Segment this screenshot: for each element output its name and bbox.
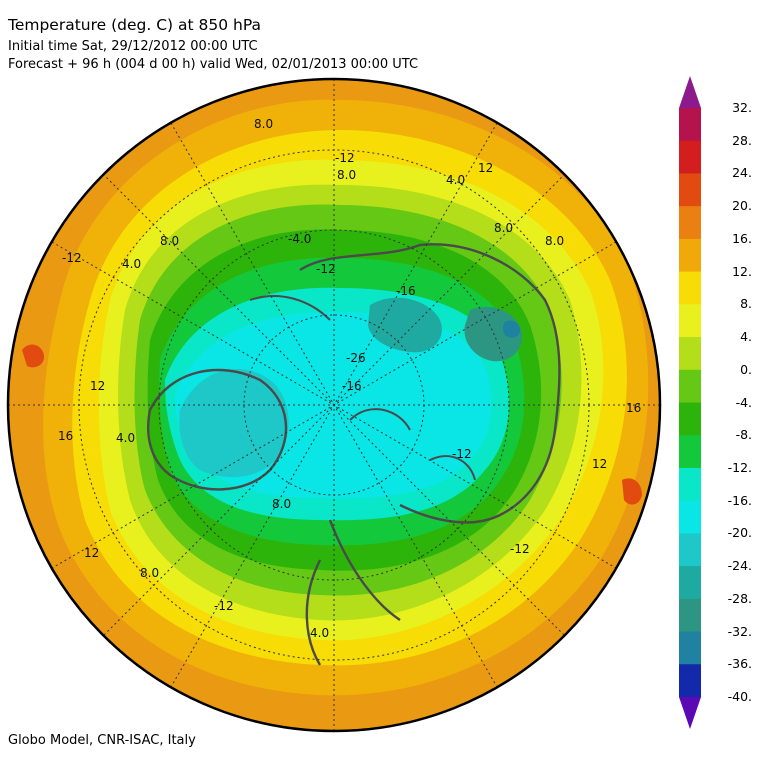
contour-label: 8.0 bbox=[254, 117, 273, 131]
colorbar-cell bbox=[679, 140, 701, 174]
contour-label: -12 bbox=[452, 447, 472, 461]
colorbar-label: 0. bbox=[740, 361, 752, 377]
colorbar-cell bbox=[679, 108, 701, 142]
initial-time: Initial time Sat, 29/12/2012 00:00 UTC bbox=[8, 39, 258, 54]
colorbar-cell bbox=[679, 369, 701, 403]
colorbar-cell bbox=[679, 664, 701, 698]
contour-label: 8.0 bbox=[160, 234, 179, 248]
contour-label: -12 bbox=[316, 262, 336, 276]
contour-label: -16 bbox=[342, 379, 362, 393]
colorbar-cell bbox=[679, 435, 701, 469]
colorbar-label: -20. bbox=[727, 525, 752, 541]
colorbar-label: -8. bbox=[735, 427, 752, 443]
colorbar-label: -28. bbox=[727, 590, 752, 606]
coast-greenland bbox=[147, 368, 288, 491]
colorbar-cell bbox=[679, 566, 701, 600]
colorbar-label: -12. bbox=[727, 459, 752, 475]
warm-spot-east bbox=[622, 478, 642, 505]
colorbar-label: -24. bbox=[727, 558, 752, 574]
colorbar-cell bbox=[679, 533, 701, 567]
contour-label: 16 bbox=[626, 401, 641, 415]
colorbar-cell bbox=[679, 206, 701, 240]
contour-label: 8.0 bbox=[545, 234, 564, 248]
warm-spot-west bbox=[22, 344, 45, 368]
colorbar-label: 12. bbox=[732, 263, 752, 279]
colorbar-label: 20. bbox=[732, 198, 752, 214]
colorbar-cell bbox=[679, 173, 701, 207]
contour-label: 12 bbox=[478, 161, 493, 175]
contour-label: 4.0 bbox=[446, 173, 465, 187]
colorbar-label: 28. bbox=[732, 132, 752, 148]
colorbar-cell bbox=[679, 598, 701, 633]
colorbar-top-arrow bbox=[679, 76, 701, 108]
contour-label: -16 bbox=[396, 284, 416, 298]
contour-label: 8.0 bbox=[140, 566, 159, 580]
colorbar-cell bbox=[679, 500, 701, 534]
band-m28 bbox=[368, 297, 442, 353]
contour-label: 8.0 bbox=[272, 497, 291, 511]
contour-label: 4.0 bbox=[122, 257, 141, 271]
coast-arctic-islands bbox=[249, 295, 476, 481]
contour-label: -4.0 bbox=[288, 232, 311, 246]
colorbar-label: -32. bbox=[727, 623, 752, 639]
contour-label: 4.0 bbox=[116, 431, 135, 445]
contour-label: -12 bbox=[510, 542, 530, 556]
colorbar-label: -40. bbox=[727, 689, 752, 704]
colorbar-label: -4. bbox=[735, 394, 752, 410]
contour-label: 8.0 bbox=[337, 168, 356, 182]
contour-label: 12 bbox=[90, 379, 105, 393]
colorbar-label: 24. bbox=[732, 165, 752, 181]
colorbar-label: 8. bbox=[740, 296, 752, 312]
contour-label: 4.0 bbox=[310, 626, 329, 640]
contour-labels: 8.0 -12 8.0 4.0 12 -4.0 8.0 -12 -16 -26 … bbox=[58, 117, 641, 640]
contour-label: -12 bbox=[335, 151, 355, 165]
coast-america bbox=[305, 519, 401, 666]
contour-label: -12 bbox=[62, 251, 82, 265]
footer-credit: Globo Model, CNR-ISAC, Italy bbox=[8, 733, 196, 748]
contour-label: -12 bbox=[214, 599, 234, 613]
chart-title: Temperature (deg. C) at 850 hPa bbox=[8, 16, 262, 34]
colorbar-label: 4. bbox=[740, 329, 752, 345]
colorbar-cell bbox=[679, 631, 701, 665]
colorbar-label: -16. bbox=[727, 492, 752, 508]
colorbar-bottom-arrow bbox=[679, 697, 701, 729]
colorbar-label: 16. bbox=[732, 230, 752, 246]
colorbar-cell bbox=[679, 467, 701, 502]
contour-label: 8.0 bbox=[494, 221, 513, 235]
contour-label: 16 bbox=[58, 429, 73, 443]
colorbar-cell bbox=[679, 337, 701, 371]
colorbar-label: -36. bbox=[727, 656, 752, 672]
band-m36 bbox=[502, 320, 520, 338]
colorbar-cell bbox=[679, 402, 701, 436]
band-m24 bbox=[179, 368, 289, 478]
forecast-valid-time: Forecast + 96 h (004 d 00 h) valid Wed, … bbox=[8, 57, 419, 72]
band-m32 bbox=[464, 306, 522, 362]
contour-label: -26 bbox=[346, 351, 366, 365]
colorbar-cells bbox=[679, 108, 701, 698]
globe-outline bbox=[6, 77, 662, 733]
colorbar-cell bbox=[679, 238, 701, 273]
longitude-grid bbox=[8, 79, 660, 731]
contour-label: 12 bbox=[84, 546, 99, 560]
colorbar-cell bbox=[679, 271, 701, 305]
colorbar-label: 32. bbox=[732, 100, 752, 115]
coast-eurasia bbox=[299, 243, 561, 524]
colorbar-cell bbox=[679, 304, 701, 338]
contour-label: 12 bbox=[592, 457, 607, 471]
